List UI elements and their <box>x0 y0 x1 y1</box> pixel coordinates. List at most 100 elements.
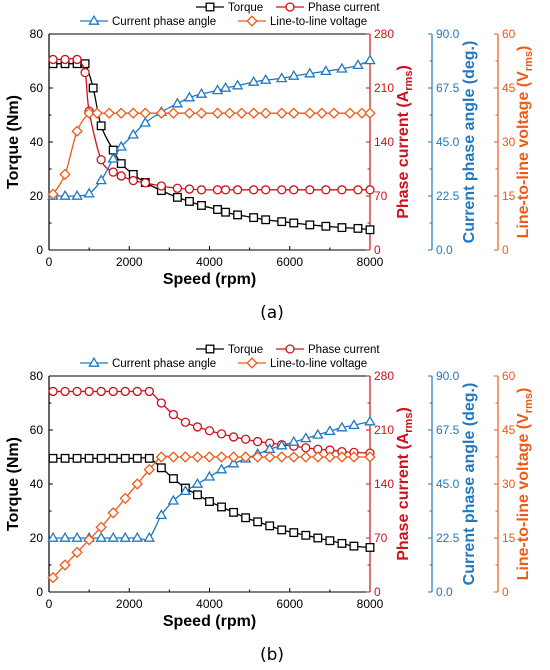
torque-point <box>132 453 142 463</box>
current-phase-angle-point <box>288 69 300 80</box>
angle-tick-label: 22.5 <box>436 531 460 545</box>
phase-current-point <box>301 443 311 453</box>
series-current-phase-angle <box>47 54 376 200</box>
current-tick-label: 280 <box>374 27 394 41</box>
current-tick-label: 140 <box>374 135 394 149</box>
phase-current-point <box>277 185 287 195</box>
legend-marker-line-to-line-voltage <box>246 15 258 27</box>
torque-line <box>53 61 371 231</box>
torque-tick-label: 40 <box>30 477 44 491</box>
phase-current-point <box>168 409 179 420</box>
current-axis-label-sub: rms <box>403 71 415 91</box>
torque-point <box>88 83 98 93</box>
voltage-tick-label: 0 <box>502 585 509 599</box>
current-tick-label: 210 <box>374 81 394 95</box>
line-to-line-voltage-point <box>247 107 260 119</box>
angle-tick-label: 90.0 <box>436 369 460 383</box>
torque-axis-label-main: Torque (Nm) <box>5 437 22 531</box>
x-tick-label: 2000 <box>116 255 143 269</box>
line-to-line-voltage-point <box>203 451 216 463</box>
legend-label-torque: Torque <box>228 2 263 14</box>
voltage-tick-label: 45 <box>502 423 516 437</box>
current-phase-angle-point <box>83 187 95 198</box>
legend-label-line-to-line-voltage: Line-to-line voltage <box>270 16 367 28</box>
line-to-line-voltage-point <box>324 451 336 463</box>
current-phase-angle-point <box>107 152 119 163</box>
phase-current-point <box>212 185 223 195</box>
phase-current-point <box>132 386 142 397</box>
line-to-line-voltage-point <box>364 107 376 119</box>
torque-point <box>184 196 194 206</box>
current-phase-angle-point <box>300 432 312 443</box>
line-to-line-voltage-point <box>304 107 316 119</box>
phase-current-point <box>228 432 239 442</box>
current-axis-label: Phase current (Arms) <box>395 407 415 561</box>
legend-marker-torque <box>205 344 215 354</box>
torque-point <box>96 453 106 463</box>
torque-point <box>253 517 263 527</box>
current-phase-angle-point <box>247 75 260 86</box>
current-phase-angle-point <box>131 531 143 542</box>
current-phase-angle-point <box>231 79 244 90</box>
phase-current-point <box>108 167 118 177</box>
current-phase-angle-point <box>167 494 180 505</box>
current-phase-angle-point <box>352 59 364 70</box>
current-phase-angle-point <box>183 91 196 102</box>
series-torque <box>48 59 375 235</box>
current-axis-label-tail: ) <box>395 407 412 412</box>
current-phase-angle-point <box>304 67 316 78</box>
voltage-axis-label-sub: rms <box>523 393 535 413</box>
torque-tick-label: 60 <box>30 81 44 95</box>
phase-current-point <box>192 422 203 432</box>
phase-current-point <box>353 185 363 195</box>
line-to-line-voltage-point <box>223 107 236 119</box>
current-phase-angle-point <box>115 140 127 151</box>
voltage-tick-label: 45 <box>502 81 516 95</box>
voltage-axis-label-sub: rms <box>523 51 535 71</box>
legend-marker-torque <box>205 2 215 12</box>
line-to-line-voltage-point <box>288 451 300 463</box>
line-to-line-voltage-point <box>235 107 248 119</box>
line-to-line-voltage-point <box>312 451 324 463</box>
phase-current-point <box>232 185 243 195</box>
series-line-to-line-voltage <box>47 451 376 584</box>
torque-point <box>337 223 347 233</box>
current-phase-angle-point <box>59 189 71 200</box>
x-axis-label: Speed (rpm) <box>163 271 256 288</box>
angle-tick-label: 45.0 <box>436 135 460 149</box>
line-to-line-voltage-point <box>71 125 83 137</box>
current-tick-label: 70 <box>374 531 388 545</box>
line-to-line-voltage-point <box>191 451 204 463</box>
torque-axis-label-main: Torque (Nm) <box>5 95 22 189</box>
line-to-line-voltage-point <box>348 451 360 463</box>
line-to-line-voltage-point <box>195 107 208 119</box>
angle-tick-label: 0.0 <box>436 243 453 257</box>
legend: Torque Phase current Current phase angle Li… <box>80 2 380 28</box>
phase-current-point <box>72 54 82 65</box>
line-to-line-voltage-point <box>103 107 115 119</box>
line-to-line-voltage-point <box>83 107 95 119</box>
phase-current-point <box>240 434 251 444</box>
line-to-line-voltage-point <box>167 107 180 119</box>
line-to-line-voltage-point <box>179 451 192 463</box>
torque-tick-label: 40 <box>30 135 44 149</box>
phase-current-point <box>96 155 106 165</box>
current-phase-angle-point <box>211 84 224 95</box>
current-phase-angle-point <box>324 425 336 436</box>
phase-current-point <box>196 185 207 195</box>
torque-tick-label: 20 <box>30 189 44 203</box>
line-to-line-voltage-point <box>155 107 168 119</box>
line-to-line-voltage-point <box>47 571 59 584</box>
torque-point <box>168 474 178 484</box>
legend-marker-line-to-line-voltage <box>246 357 258 369</box>
line-to-line-voltage-point <box>95 521 107 533</box>
phase-current-point <box>84 386 94 397</box>
phase-current-point <box>220 185 231 195</box>
current-phase-angle-point <box>95 174 107 185</box>
voltage-axis-label-tail: ) <box>515 46 532 51</box>
x-tick-label: 0 <box>46 597 53 611</box>
torque-point <box>305 220 315 230</box>
series-line-to-line-voltage <box>47 107 376 200</box>
